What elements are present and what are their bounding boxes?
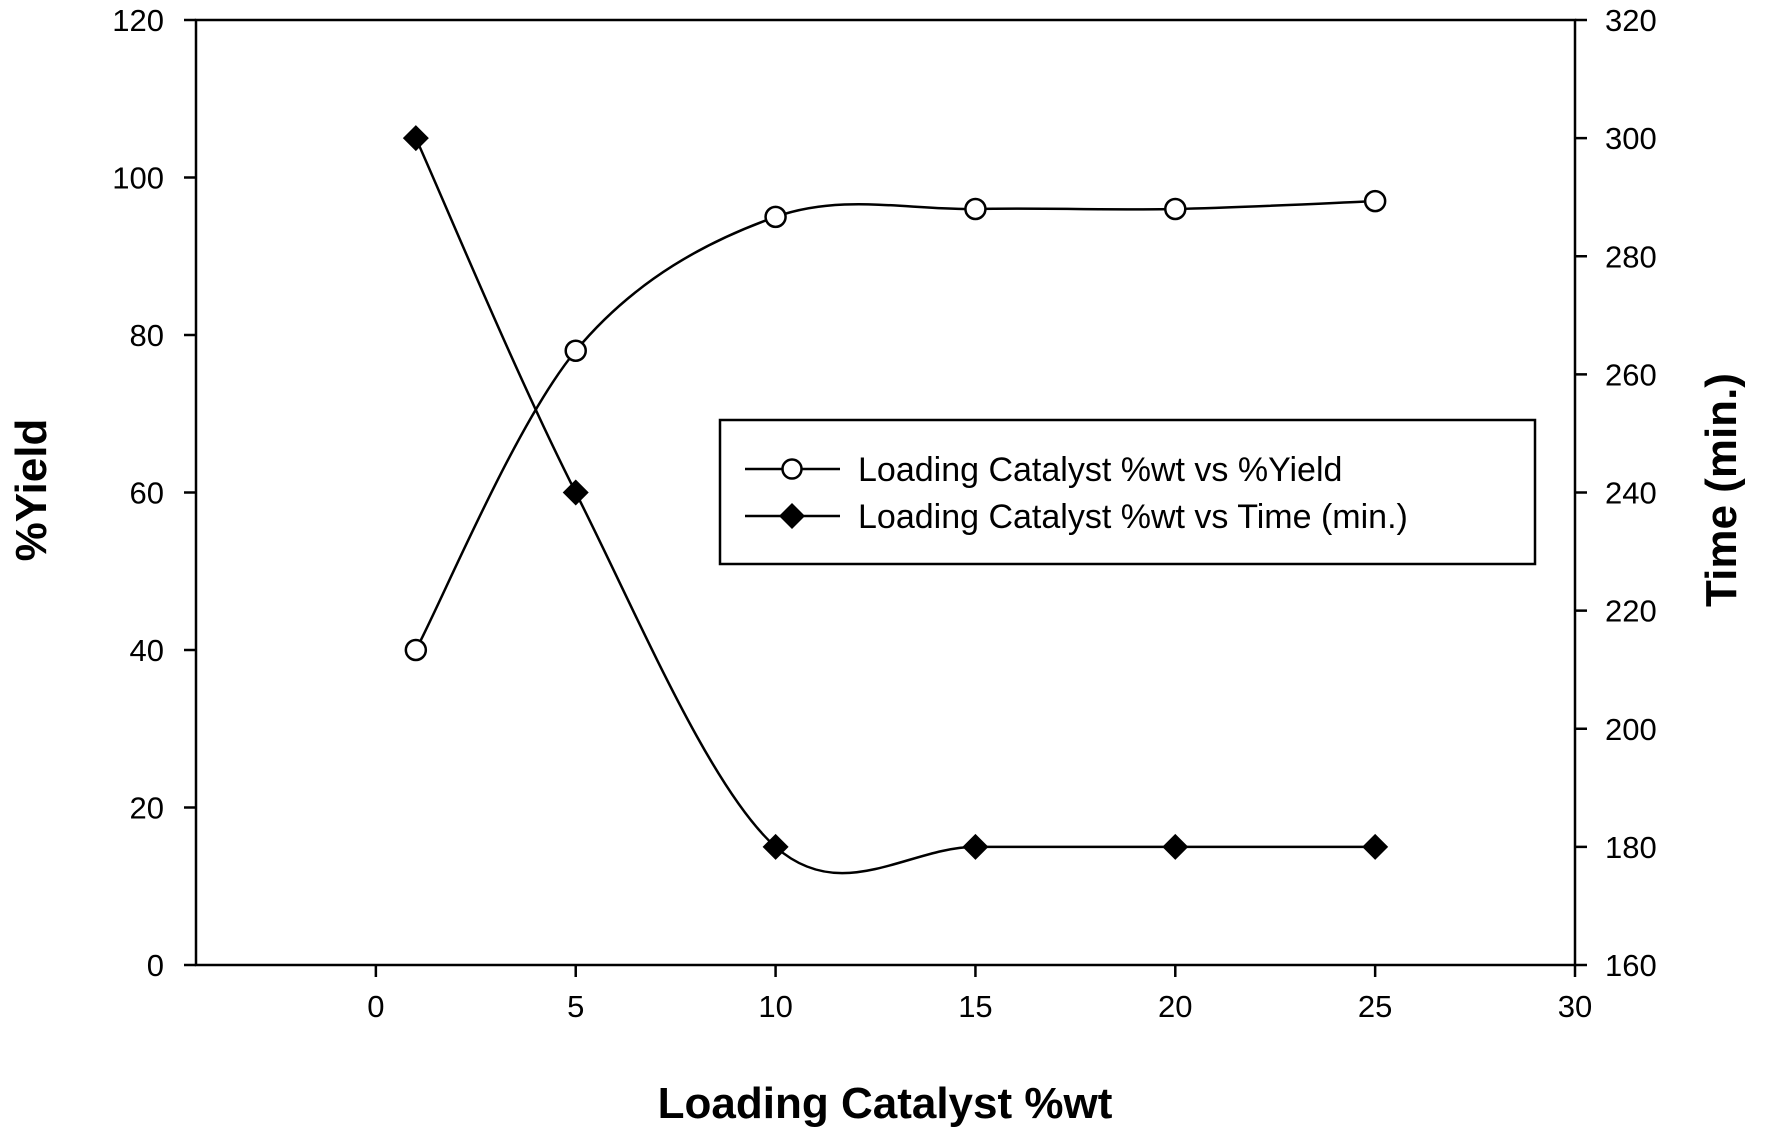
yield-point <box>564 339 587 362</box>
legend-box <box>718 418 1537 566</box>
y-left-tick-label: 0 <box>147 948 164 983</box>
x-tick-label: 10 <box>758 989 792 1024</box>
y-right-tick-label: 320 <box>1605 3 1657 38</box>
time-point <box>762 833 789 860</box>
time-point <box>562 479 589 506</box>
yield-point <box>1164 197 1187 221</box>
y-right-tick-label: 240 <box>1605 476 1657 511</box>
legend: Loading Catalyst %wt vs %Yield Loading C… <box>718 418 1537 566</box>
y-left-tick-label: 40 <box>130 633 164 668</box>
x-tick-label: 25 <box>1358 989 1392 1024</box>
y-right-tick-label: 280 <box>1605 239 1657 274</box>
series-line-yield <box>414 199 1376 651</box>
yield-point <box>764 205 787 229</box>
x-tick-label: 5 <box>567 989 584 1024</box>
x-tick-label: 20 <box>1158 989 1192 1024</box>
legend-marker-time <box>779 503 805 529</box>
y-left-tick-label: 60 <box>130 476 164 511</box>
legend-label-yield: Loading Catalyst %wt vs %Yield <box>858 451 1342 489</box>
y-right-tick-label: 220 <box>1605 594 1657 629</box>
y-left-tick-label: 20 <box>130 791 164 826</box>
ticks-layer: 0 5 10 15 20 25 300204060801001201601802002202… <box>112 3 1656 1024</box>
y-axis-left-title: %Yield <box>7 419 56 562</box>
y-left-tick-label: 120 <box>112 3 164 38</box>
yield-point <box>404 638 428 662</box>
time-point <box>1362 833 1389 860</box>
legend-marker-yield <box>781 458 803 480</box>
yield-point <box>964 197 987 221</box>
y-right-tick-label: 200 <box>1605 712 1657 747</box>
x-tick-label: 15 <box>958 989 992 1024</box>
x-axis-title: Loading Catalyst %wt <box>658 1079 1113 1128</box>
time-point <box>1162 833 1189 860</box>
y-right-tick-label: 300 <box>1605 121 1657 156</box>
y-left-tick-label: 80 <box>130 318 164 353</box>
y-axis-right-title: Time (min.) <box>1697 373 1746 607</box>
x-tick-label: 30 <box>1558 989 1592 1024</box>
time-point <box>402 125 429 152</box>
y-right-tick-label: 160 <box>1605 948 1657 983</box>
y-left-tick-label: 100 <box>112 161 164 196</box>
markers-layer <box>402 125 1389 860</box>
y-right-tick-label: 260 <box>1605 357 1657 392</box>
y-right-tick-label: 180 <box>1605 830 1657 865</box>
legend-label-time: Loading Catalyst %wt vs Time (min.) <box>858 498 1408 536</box>
yield-point <box>1363 189 1387 213</box>
x-tick-label: 0 <box>367 989 384 1024</box>
time-point <box>962 833 989 860</box>
